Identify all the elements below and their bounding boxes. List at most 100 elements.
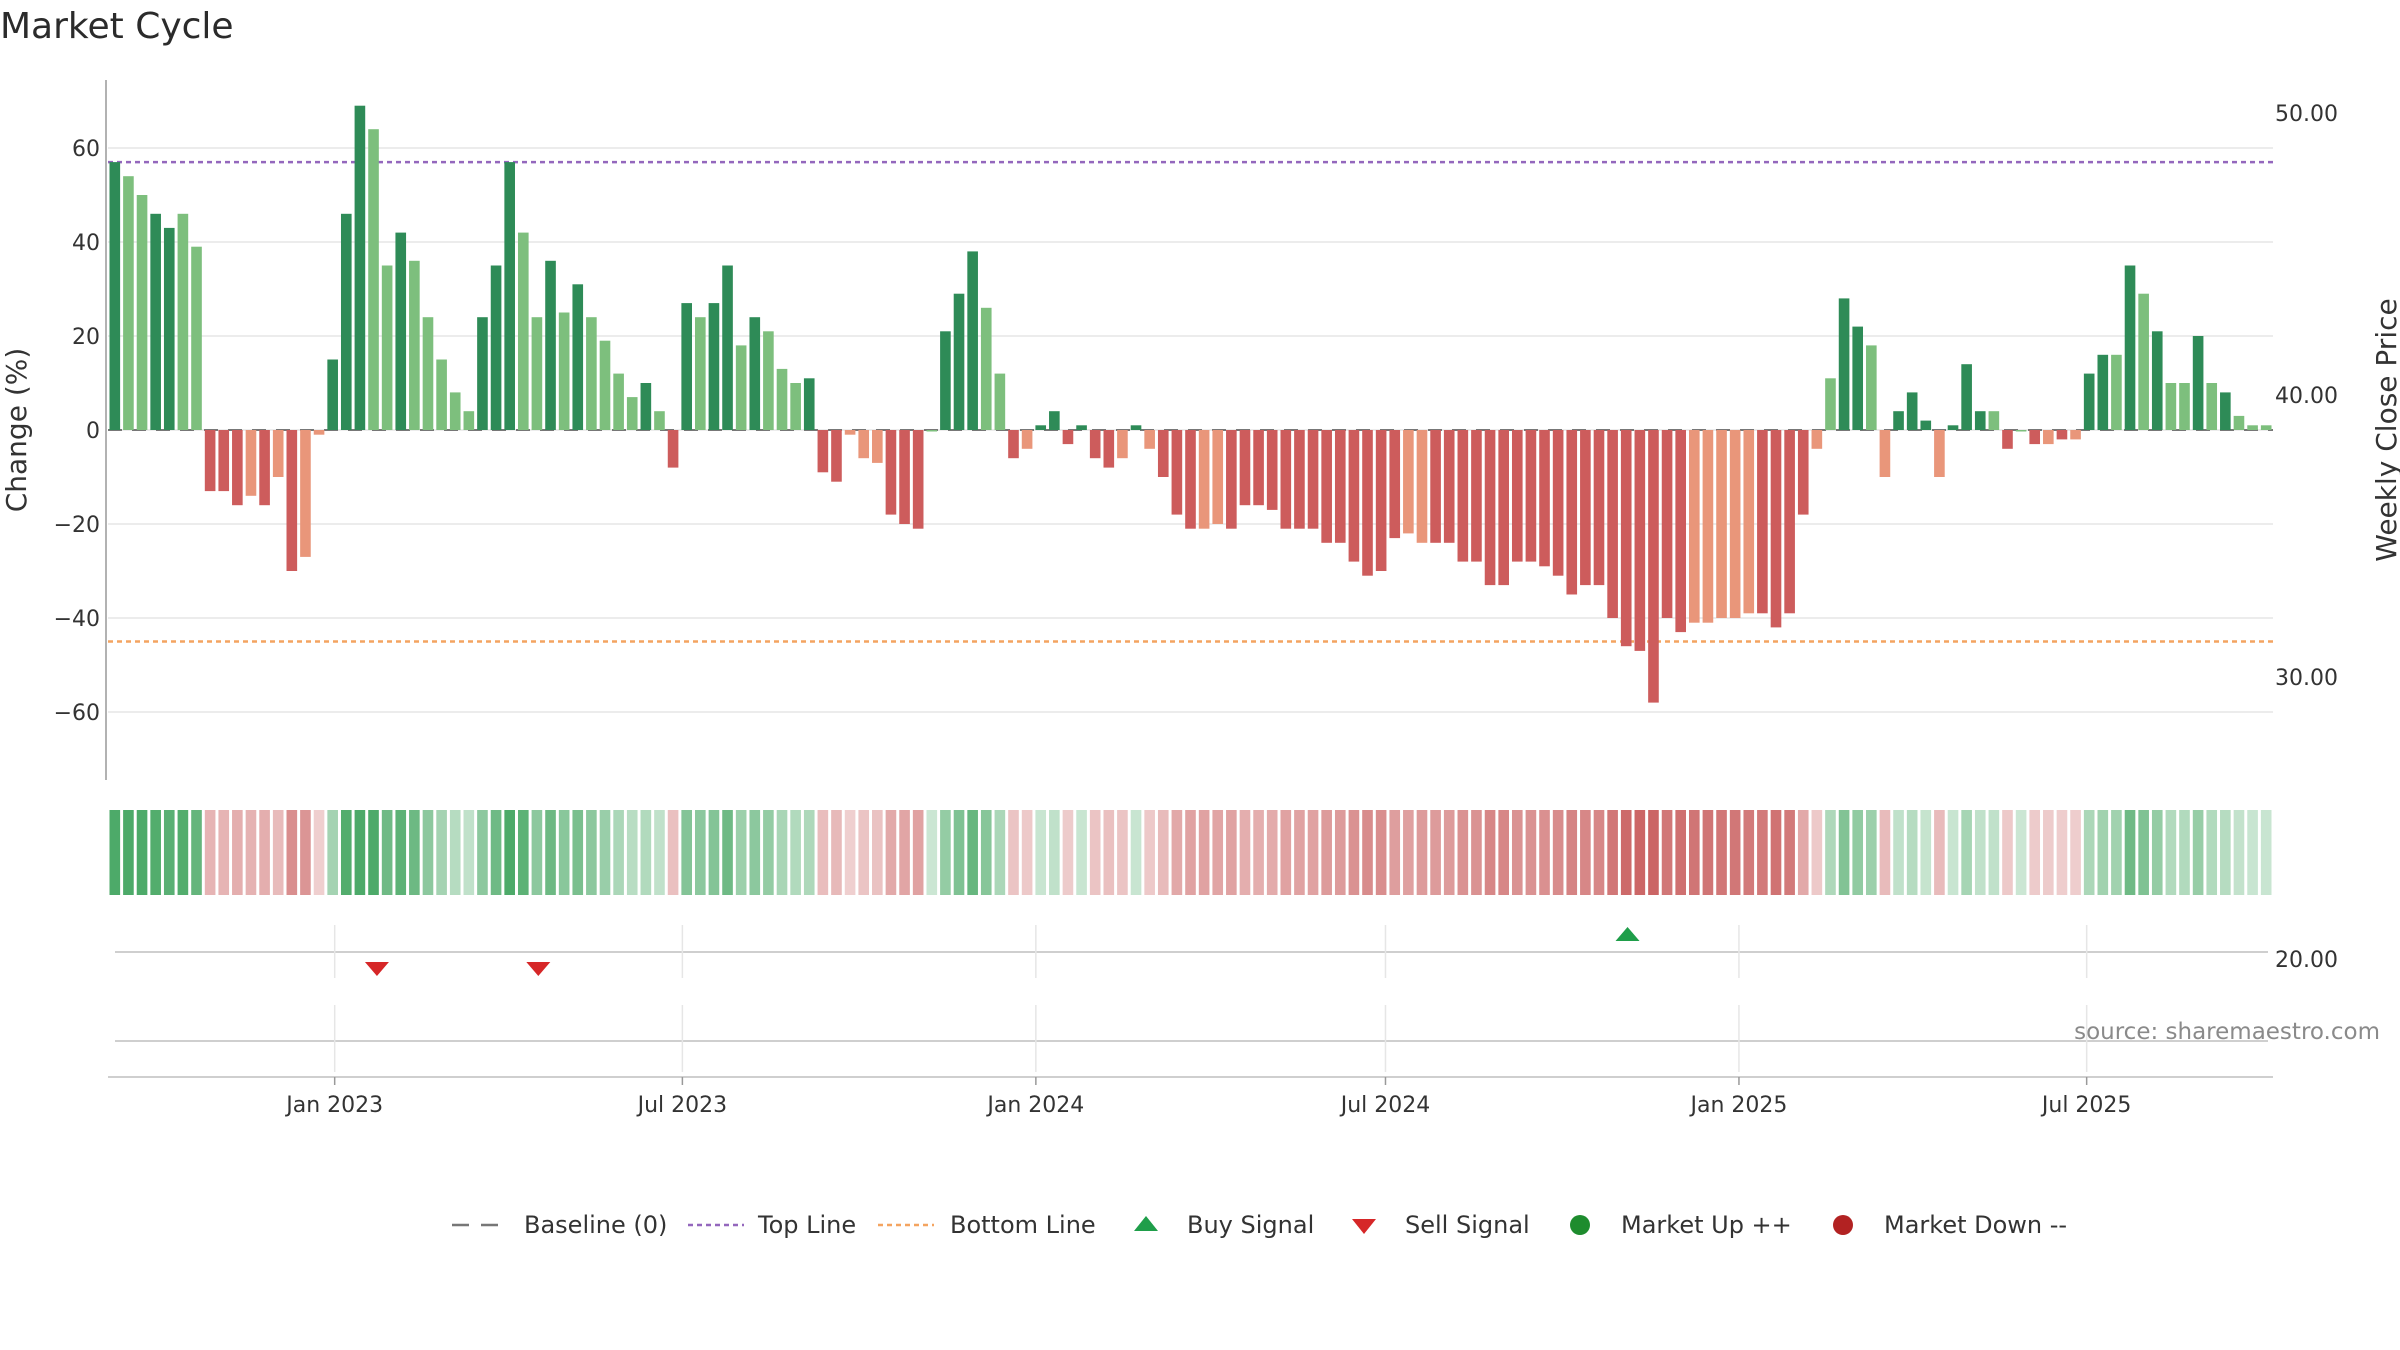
heat-cell xyxy=(1294,810,1305,895)
heat-cell xyxy=(1076,810,1087,895)
legend-item: Buy Signal xyxy=(1134,1211,1314,1239)
heat-cell xyxy=(2206,810,2218,895)
heat-cell xyxy=(218,810,230,895)
heat-cell xyxy=(490,810,502,895)
heat-cell xyxy=(558,810,570,895)
heat-cell xyxy=(1498,810,1509,895)
bar xyxy=(1362,430,1373,576)
heat-cell xyxy=(1620,810,1632,895)
y2-tick-label: 30.00 xyxy=(2275,666,2338,691)
heat-cell xyxy=(1484,810,1496,895)
legend-label: Market Up ++ xyxy=(1621,1211,1792,1239)
heat-cell xyxy=(1280,810,1292,895)
x-tick-label: Jan 2024 xyxy=(985,1093,1084,1118)
heat-cell xyxy=(340,810,352,895)
legend-market-up-icon xyxy=(1570,1215,1590,1235)
y-tick-label: 40 xyxy=(72,231,100,256)
heat-cell xyxy=(286,810,298,895)
heat-cell xyxy=(123,810,134,895)
bar xyxy=(1498,430,1509,586)
heat-cell xyxy=(232,810,243,895)
heat-cell xyxy=(2247,810,2258,895)
legend-item: Sell Signal xyxy=(1352,1211,1530,1239)
heat-cell xyxy=(926,810,938,895)
bar xyxy=(1797,430,1809,515)
bar xyxy=(1076,425,1087,430)
bar xyxy=(1947,425,1959,430)
heat-cell xyxy=(1947,810,1959,895)
bar xyxy=(1716,430,1727,618)
heat-cell xyxy=(790,810,801,895)
heat-cell xyxy=(327,810,338,895)
bar xyxy=(2233,415,2245,430)
bar xyxy=(1171,430,1183,515)
bar xyxy=(2124,265,2136,430)
heat-cell xyxy=(1403,810,1414,895)
bar xyxy=(354,105,366,430)
heat-cell xyxy=(2151,810,2163,895)
bar xyxy=(722,265,733,430)
heat-cell xyxy=(1389,810,1401,895)
bar xyxy=(1743,430,1755,614)
bar xyxy=(1879,430,1891,477)
bar xyxy=(1729,430,1741,618)
buy-signal-marker xyxy=(1615,927,1640,941)
legend-label: Bottom Line xyxy=(950,1211,1096,1239)
y2-tick-label: 40.00 xyxy=(2275,384,2338,409)
heat-cell xyxy=(463,810,475,895)
heat-cell xyxy=(1171,810,1183,895)
bar xyxy=(1811,430,1823,449)
bar xyxy=(1525,430,1537,562)
bar xyxy=(953,293,965,430)
legend: Baseline (0) Top Line Bottom Line Buy Signa… xyxy=(452,1211,2067,1239)
heat-cell xyxy=(1362,810,1373,895)
bar xyxy=(1906,392,1918,430)
heat-cell xyxy=(885,810,897,895)
heat-cell xyxy=(1008,810,1019,895)
bar xyxy=(926,430,938,432)
heat-cell xyxy=(245,810,257,895)
bar xyxy=(980,307,992,430)
bar xyxy=(572,284,584,430)
bar xyxy=(300,430,311,557)
legend-item: Market Down -- xyxy=(1833,1211,2067,1239)
heat-cell xyxy=(2165,810,2177,895)
x-tick-label: Jul 2025 xyxy=(2040,1093,2132,1118)
heat-cell xyxy=(626,810,638,895)
bar xyxy=(1157,430,1169,477)
heat-cell xyxy=(1348,810,1360,895)
y2-axis-title: Weekly Close Price xyxy=(2370,298,2400,561)
heat-cell xyxy=(1552,810,1564,895)
heat-cell xyxy=(1988,810,2000,895)
heat-cell xyxy=(586,810,597,895)
heat-cell xyxy=(1103,810,1115,895)
bar xyxy=(1688,430,1700,623)
legend-item: Market Up ++ xyxy=(1570,1211,1792,1239)
heat-cell xyxy=(2002,810,2013,895)
bar xyxy=(2002,430,2013,449)
x-tick-label: Jan 2025 xyxy=(1689,1093,1788,1118)
heat-cell xyxy=(1648,810,1659,895)
bar xyxy=(844,430,856,435)
bar xyxy=(667,430,679,468)
source-label: source: sharemaestro.com xyxy=(2074,1019,2380,1045)
bar xyxy=(1389,430,1401,539)
heat-cell xyxy=(844,810,856,895)
bar xyxy=(2056,430,2068,440)
bar xyxy=(1620,430,1632,647)
bar xyxy=(2138,293,2149,430)
heat-cell xyxy=(354,810,366,895)
bar xyxy=(1661,430,1673,618)
bar xyxy=(368,129,379,430)
bar xyxy=(695,317,706,430)
bar xyxy=(409,260,420,430)
bar xyxy=(545,260,556,430)
heat-cell xyxy=(504,810,515,895)
heat-cell xyxy=(1866,810,1877,895)
heat-cell xyxy=(1770,810,1782,895)
heat-cell xyxy=(1457,810,1469,895)
legend-label: Sell Signal xyxy=(1405,1211,1530,1239)
heat-cell xyxy=(1525,810,1537,895)
bar xyxy=(1443,430,1455,543)
y-tick-label: −20 xyxy=(54,513,100,538)
